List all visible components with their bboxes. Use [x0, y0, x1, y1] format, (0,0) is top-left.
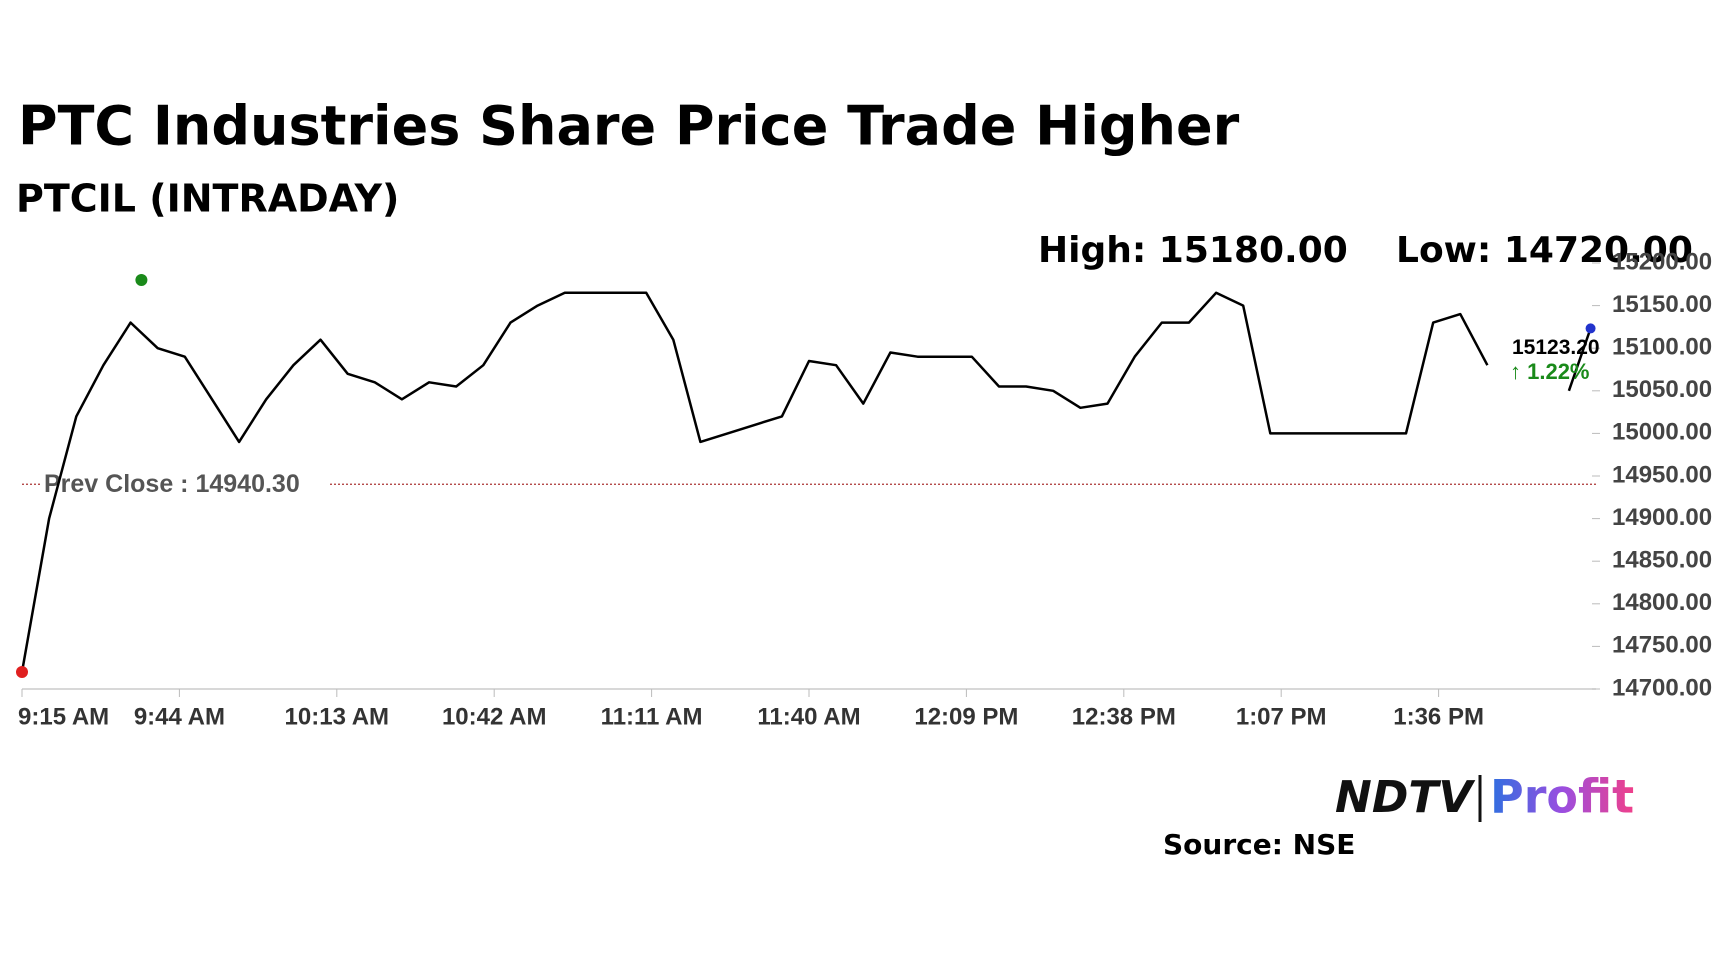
- x-tick-label: 9:15 AM: [18, 703, 109, 730]
- x-tick-label: 11:11 AM: [601, 703, 703, 730]
- y-tick-label: 14900.00: [1612, 504, 1712, 531]
- x-tick-label: 12:38 PM: [1072, 703, 1176, 730]
- y-tick-label: 14750.00: [1612, 632, 1712, 659]
- x-tick-label: 10:13 AM: [285, 703, 389, 730]
- y-tick-label: 15150.00: [1612, 291, 1712, 318]
- x-tick-label: 12:09 PM: [914, 703, 1018, 730]
- y-tick-label: 15000.00: [1612, 419, 1712, 446]
- high-label: High: 15180.00: [1038, 230, 1348, 271]
- prev-close-bg: [40, 468, 328, 501]
- chart-title: PTC Industries Share Price Trade Higher: [18, 95, 1240, 158]
- y-tick-label: 14950.00: [1612, 461, 1712, 488]
- last-marker: [1585, 323, 1596, 334]
- low-label: Low: 14720.00: [1396, 230, 1693, 271]
- low-marker: [16, 665, 28, 678]
- x-tick-label: 1:07 PM: [1236, 703, 1327, 730]
- y-tick-label: 15050.00: [1612, 376, 1712, 403]
- y-tick-label: 14800.00: [1612, 589, 1712, 616]
- x-tick-label: 11:40 AM: [757, 703, 860, 730]
- high-marker: [135, 274, 148, 287]
- change: ↑ 1.22%: [1510, 359, 1590, 384]
- y-tick-label: 14850.00: [1612, 547, 1712, 574]
- brand-left: NDTV: [1335, 772, 1475, 823]
- source: Source: NSE: [1163, 828, 1355, 861]
- x-tick-label: 10:42 AM: [442, 703, 546, 730]
- x-tick-label: 1:36 PM: [1393, 703, 1484, 730]
- y-tick-label: 15100.00: [1612, 334, 1712, 361]
- price-line: [20, 291, 1592, 673]
- y-tick-label: 14700.00: [1612, 674, 1712, 701]
- chart-subtitle: PTCIL (INTRADAY): [16, 177, 399, 221]
- prev-close-label: Prev Close : 14940.30: [44, 470, 300, 498]
- x-tick-label: 9:44 AM: [134, 703, 225, 730]
- last-price: 15123.20: [1512, 336, 1600, 359]
- brand-right: Profit: [1490, 770, 1634, 824]
- y-tick-label: 15200.00: [1612, 248, 1712, 275]
